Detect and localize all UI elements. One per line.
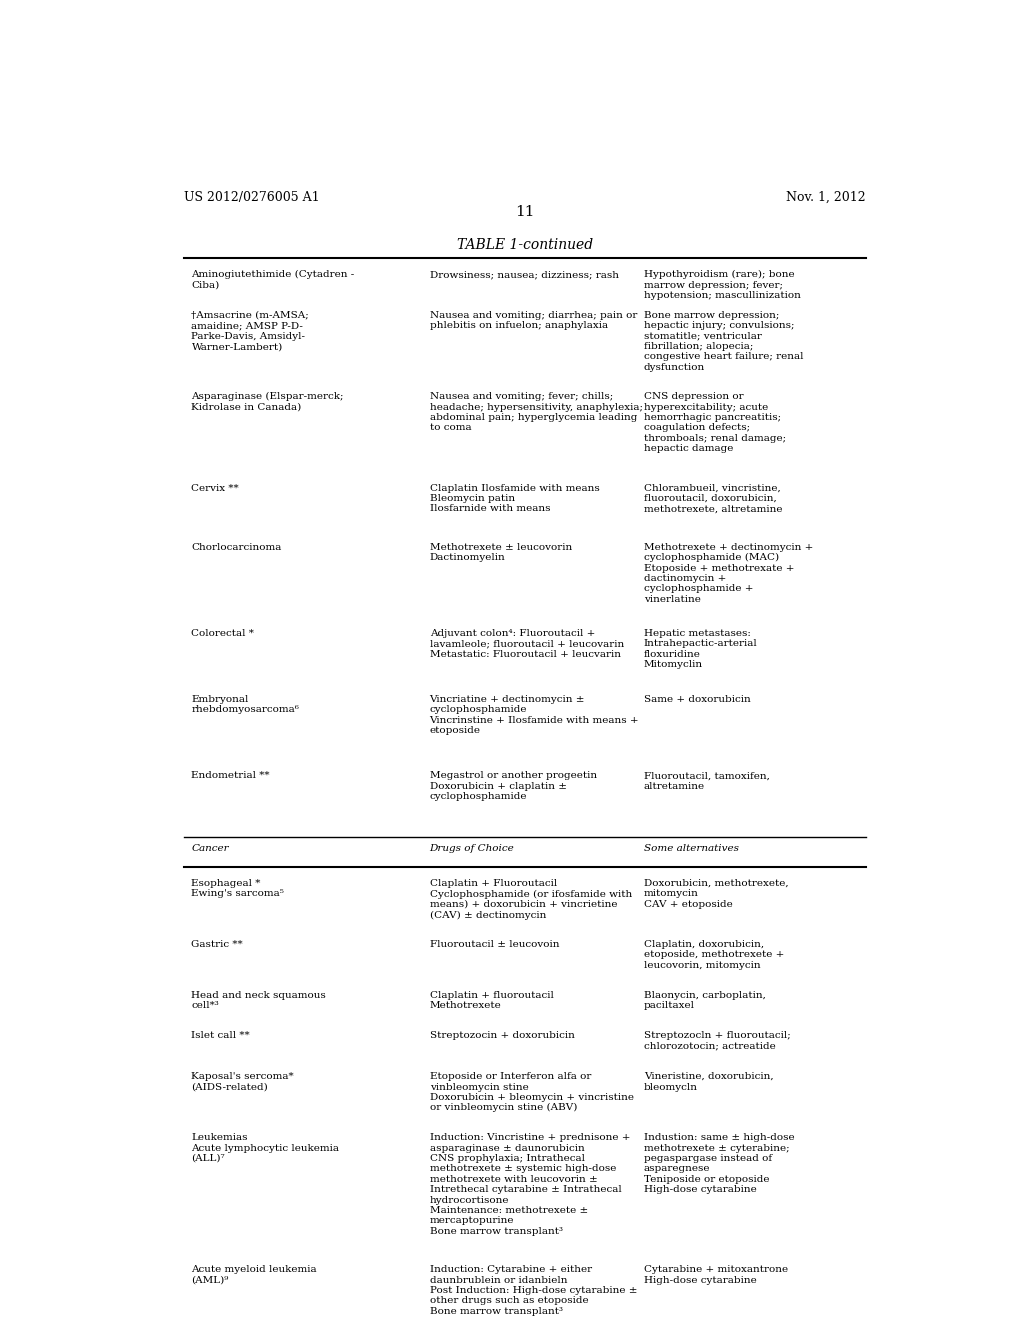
Text: Acute myeloid leukemia
(AML)⁹: Acute myeloid leukemia (AML)⁹	[191, 1266, 317, 1284]
Text: Streptozocin + doxorubicin: Streptozocin + doxorubicin	[430, 1031, 574, 1040]
Text: Claplatin Ilosfamide with means
Bleomycin patin
Ilosfarnide with means: Claplatin Ilosfamide with means Bleomyci…	[430, 483, 599, 513]
Text: Megastrol or another progeetin
Doxorubicin + claplatin ±
cyclophosphamide: Megastrol or another progeetin Doxorubic…	[430, 771, 597, 801]
Text: Adjuvant colon⁴: Fluoroutacil +
lavamleole; fluoroutacil + leucovarin
Metastatic: Adjuvant colon⁴: Fluoroutacil + lavamleo…	[430, 630, 624, 659]
Text: Industion: same ± high-dose
methotrexete ± cyterabine;
pegaspargase instead of
a: Industion: same ± high-dose methotrexete…	[644, 1133, 795, 1195]
Text: Blaonycin, carboplatin,
paciltaxel: Blaonycin, carboplatin, paciltaxel	[644, 991, 766, 1010]
Text: Cytarabine + mitoxantrone
High-dose cytarabine: Cytarabine + mitoxantrone High-dose cyta…	[644, 1266, 787, 1284]
Text: Chorlocarcinoma: Chorlocarcinoma	[191, 543, 282, 552]
Text: Colorectal *: Colorectal *	[191, 630, 254, 638]
Text: Chlorambueil, vincristine,
fluoroutacil, doxorubicin,
methotrexete, altretamine: Chlorambueil, vincristine, fluoroutacil,…	[644, 483, 782, 513]
Text: Endometrial **: Endometrial **	[191, 771, 270, 780]
Text: Hepatic metastases:
Intrahepactic-arterial
floxuridine
Mitomyclin: Hepatic metastases: Intrahepactic-arteri…	[644, 630, 758, 669]
Text: Methotrexete ± leucovorin
Dactinomyelin: Methotrexete ± leucovorin Dactinomyelin	[430, 543, 571, 562]
Text: Hypothyroidism (rare); bone
marrow depression; fever;
hypotension; mascullinizat: Hypothyroidism (rare); bone marrow depre…	[644, 271, 801, 300]
Text: Methotrexete + dectinomycin +
cyclophosphamide (MAC)
Etoposide + methotrexate +
: Methotrexete + dectinomycin + cyclophosp…	[644, 543, 813, 603]
Text: Streptozocln + fluoroutacil;
chlorozotocin; actreatide: Streptozocln + fluoroutacil; chlorozotoc…	[644, 1031, 791, 1051]
Text: Claplatin + Fluoroutacil
Cyclophosphamide (or ifosfamide with
means) + doxorubic: Claplatin + Fluoroutacil Cyclophosphamid…	[430, 879, 632, 920]
Text: Etoposide or Interferon alfa or
vinbleomycin stine
Doxorubicin + bleomycin + vin: Etoposide or Interferon alfa or vinbleom…	[430, 1072, 634, 1113]
Text: Islet call **: Islet call **	[191, 1031, 250, 1040]
Text: Embryonal
rhebdomyosarcoma⁶: Embryonal rhebdomyosarcoma⁶	[191, 696, 299, 714]
Text: CNS depression or
hyperexcitability; acute
hemorrhagic pancreatitis;
coagulation: CNS depression or hyperexcitability; acu…	[644, 392, 786, 453]
Text: Nov. 1, 2012: Nov. 1, 2012	[786, 191, 866, 203]
Text: Aminogiutethimide (Cytadren -
Ciba): Aminogiutethimide (Cytadren - Ciba)	[191, 271, 354, 289]
Text: US 2012/0276005 A1: US 2012/0276005 A1	[183, 191, 319, 203]
Text: Esophageal *
Ewing's sarcoma⁵: Esophageal * Ewing's sarcoma⁵	[191, 879, 285, 899]
Text: Some alternatives: Some alternatives	[644, 845, 739, 854]
Text: Claplatin + fluoroutacil
Methotrexete: Claplatin + fluoroutacil Methotrexete	[430, 991, 553, 1010]
Text: Asparaginase (Elspar-merck;
Kidrolase in Canada): Asparaginase (Elspar-merck; Kidrolase in…	[191, 392, 344, 412]
Text: Induction: Vincristine + prednisone +
asparaginase ± daunorubicin
CNS prophylaxi: Induction: Vincristine + prednisone + as…	[430, 1133, 630, 1236]
Text: Doxorubicin, methotrexete,
mitomycin
CAV + etoposide: Doxorubicin, methotrexete, mitomycin CAV…	[644, 879, 788, 909]
Text: Cancer: Cancer	[191, 845, 229, 854]
Text: Drugs of Choice: Drugs of Choice	[430, 845, 514, 854]
Text: Cervix **: Cervix **	[191, 483, 240, 492]
Text: Vineristine, doxorubicin,
bleomycln: Vineristine, doxorubicin, bleomycln	[644, 1072, 773, 1092]
Text: Bone marrow depression;
hepactic injury; convulsions;
stomatitle; ventricular
fi: Bone marrow depression; hepactic injury;…	[644, 312, 804, 372]
Text: Induction: Cytarabine + either
daunbrublein or idanbieln
Post Induction: High-do: Induction: Cytarabine + either daunbrubl…	[430, 1266, 637, 1316]
Text: Vincriatine + dectinomycin ±
cyclophosphamide
Vincrinstine + Ilosfamide with mea: Vincriatine + dectinomycin ± cyclophosph…	[430, 696, 639, 735]
Text: Fluoroutacil, tamoxifen,
altretamine: Fluoroutacil, tamoxifen, altretamine	[644, 771, 770, 791]
Text: Claplatin, doxorubicin,
etoposide, methotrexete +
leucovorin, mitomycin: Claplatin, doxorubicin, etoposide, metho…	[644, 940, 784, 970]
Text: Nausea and vomiting; diarrhea; pain or
phlebitis on infuelon; anaphylaxia: Nausea and vomiting; diarrhea; pain or p…	[430, 312, 637, 330]
Text: TABLE 1-continued: TABLE 1-continued	[457, 238, 593, 252]
Text: Head and neck squamous
cell*³: Head and neck squamous cell*³	[191, 991, 327, 1010]
Text: Same + doxorubicin: Same + doxorubicin	[644, 696, 751, 704]
Text: Gastric **: Gastric **	[191, 940, 243, 949]
Text: Fluoroutacil ± leucovoin: Fluoroutacil ± leucovoin	[430, 940, 559, 949]
Text: Leukemias
Acute lymphocytic leukemia
(ALL)⁷: Leukemias Acute lymphocytic leukemia (AL…	[191, 1133, 340, 1163]
Text: Drowsiness; nausea; dizziness; rash: Drowsiness; nausea; dizziness; rash	[430, 271, 618, 280]
Text: †Amsacrine (m-AMSA;
amaidine; AMSP P-D-
Parke-Davis, Amsidyl-
Warner-Lambert): †Amsacrine (m-AMSA; amaidine; AMSP P-D- …	[191, 312, 309, 351]
Text: Nausea and vomiting; fever; chills;
headache; hypersensitivity, anaphylexia;
abd: Nausea and vomiting; fever; chills; head…	[430, 392, 643, 433]
Text: Kaposal's sercoma*
(AIDS-related): Kaposal's sercoma* (AIDS-related)	[191, 1072, 294, 1092]
Text: 11: 11	[515, 205, 535, 219]
